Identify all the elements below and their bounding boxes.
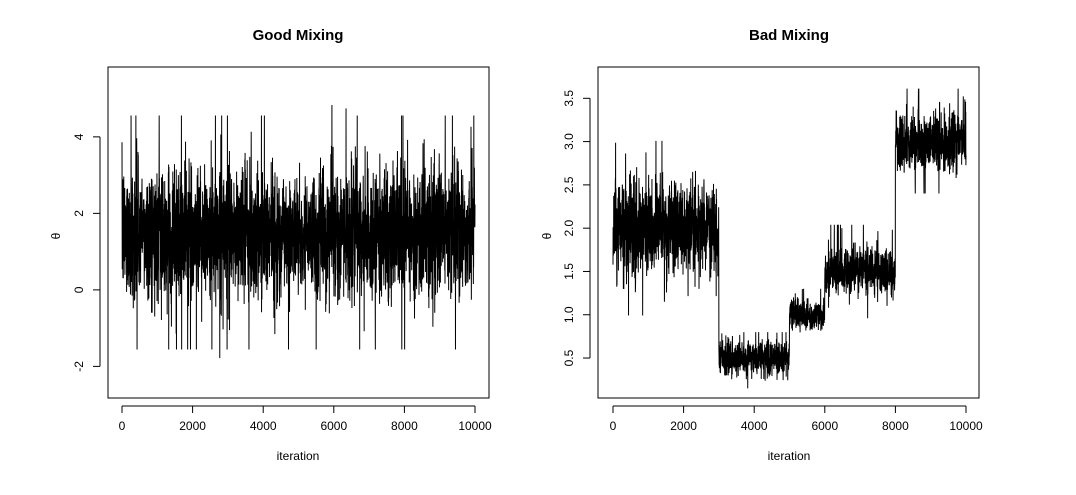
x-tick-label: 0: [119, 419, 126, 433]
y-axis: 0.5 1.0 1.5 2.0 2.5 3.0 3.5: [562, 90, 591, 366]
plot-frame: [597, 66, 980, 399]
x-tick-label: 6000: [320, 419, 347, 433]
panel-bad-mixing: Bad Mixing iteration θ 0 2000 4000 6000 8000…: [540, 27, 983, 463]
y-tick-label: 3.5: [562, 90, 576, 107]
x-tick-label: 10000: [949, 419, 983, 433]
y-tick-label: 4: [72, 133, 86, 140]
x-axis: 0 2000 4000 6000 8000 10000: [610, 405, 983, 433]
y-axis: -2 0 2 4: [72, 133, 101, 372]
y-axis-label: θ: [540, 232, 554, 239]
y-tick-label: 0.5: [562, 349, 576, 366]
trace-line: [612, 88, 967, 389]
y-tick-label: 2: [72, 210, 86, 217]
chart-title: Good Mixing: [253, 27, 344, 44]
x-axis: 0 2000 4000 6000 8000 10000: [119, 405, 492, 433]
y-tick-label: 3.0: [562, 133, 576, 150]
y-tick-label: 2.5: [562, 176, 576, 193]
x-tick-label: 4000: [250, 419, 277, 433]
x-axis-label: iteration: [277, 449, 320, 463]
y-tick-label: 1.5: [562, 263, 576, 280]
x-tick-label: 0: [610, 419, 617, 433]
chart-title: Bad Mixing: [749, 27, 829, 44]
y-tick-label: 2.0: [562, 220, 576, 237]
y-tick-label: 0: [72, 286, 86, 293]
panel-good-mixing: Good Mixing iteration θ 0 2000 4000 6000 800…: [49, 27, 492, 463]
x-tick-label: 6000: [811, 419, 838, 433]
x-tick-label: 10000: [458, 419, 492, 433]
x-axis-label: iteration: [768, 449, 811, 463]
y-tick-label: 1.0: [562, 306, 576, 323]
y-axis-label: θ: [49, 232, 63, 239]
x-tick-label: 8000: [391, 419, 418, 433]
y-tick-label: -2: [72, 361, 86, 372]
x-tick-label: 4000: [741, 419, 768, 433]
plot-frame: [107, 66, 490, 399]
trace-line: [121, 104, 476, 358]
x-tick-label: 2000: [670, 419, 697, 433]
x-tick-label: 8000: [882, 419, 909, 433]
x-tick-label: 2000: [179, 419, 206, 433]
